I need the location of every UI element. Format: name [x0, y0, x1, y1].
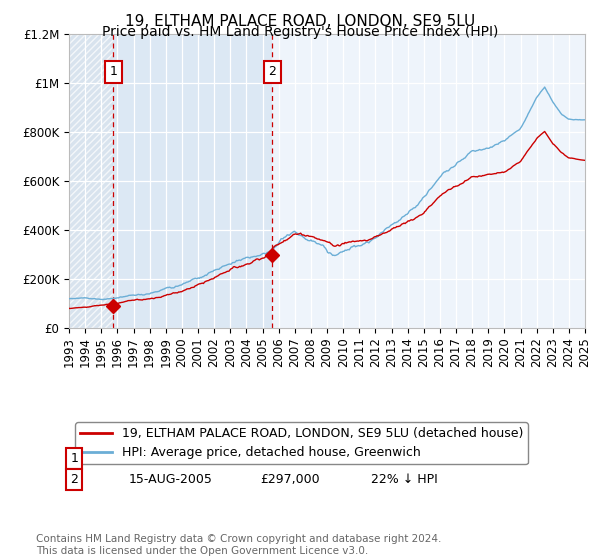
Text: 2: 2	[70, 473, 78, 486]
Bar	[69, 34, 113, 328]
Text: 22% ↓ HPI: 22% ↓ HPI	[371, 473, 437, 486]
Text: 32% ↓ HPI: 32% ↓ HPI	[371, 452, 437, 465]
Text: 15-AUG-2005: 15-AUG-2005	[128, 473, 212, 486]
Text: Contains HM Land Registry data © Crown copyright and database right 2024.
This d: Contains HM Land Registry data © Crown c…	[36, 534, 442, 556]
Text: 29-SEP-1995: 29-SEP-1995	[128, 452, 208, 465]
Text: £297,000: £297,000	[260, 473, 320, 486]
Text: 19, ELTHAM PALACE ROAD, LONDON, SE9 5LU: 19, ELTHAM PALACE ROAD, LONDON, SE9 5LU	[125, 14, 475, 29]
Text: Price paid vs. HM Land Registry's House Price Index (HPI): Price paid vs. HM Land Registry's House …	[102, 25, 498, 39]
Text: 2: 2	[269, 66, 277, 78]
Bar	[69, 34, 113, 328]
Text: 1: 1	[109, 66, 117, 78]
Legend: 19, ELTHAM PALACE ROAD, LONDON, SE9 5LU (detached house), HPI: Average price, de: 19, ELTHAM PALACE ROAD, LONDON, SE9 5LU …	[75, 422, 528, 464]
Bar	[272, 34, 585, 328]
Text: 1: 1	[70, 452, 78, 465]
Text: £90,000: £90,000	[260, 452, 311, 465]
Bar	[113, 34, 272, 328]
